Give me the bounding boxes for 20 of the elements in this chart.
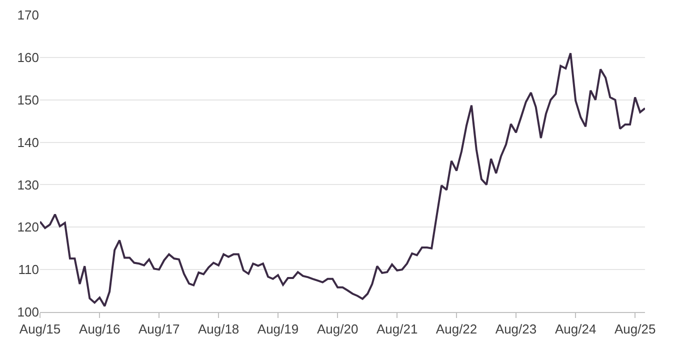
y-tick-label: 160 [17, 50, 39, 65]
y-tick-label: 100 [17, 304, 39, 320]
y-tick-label: 140 [17, 134, 39, 150]
x-tick-label: Aug/18 [198, 322, 240, 337]
y-tick-label: 120 [17, 220, 39, 235]
y-tick-label: 130 [17, 177, 39, 192]
x-tick-label: Aug/20 [317, 322, 358, 337]
y-tick-label: 150 [17, 92, 39, 108]
x-tick-label: Aug/19 [257, 322, 299, 337]
x-tick-label: Aug/25 [614, 322, 656, 337]
y-tick-label: 170 [17, 8, 39, 23]
line-series [40, 52, 645, 308]
x-tick-label: Aug/22 [436, 322, 478, 337]
y-tick-label: 110 [18, 262, 39, 278]
x-tick-label: Aug/21 [376, 322, 418, 337]
x-tick-label: Aug/15 [19, 322, 61, 337]
x-tick-label: Aug/23 [495, 322, 537, 337]
x-tick-label: Aug/16 [79, 322, 120, 337]
x-tick-label: Aug/24 [555, 322, 596, 337]
x-tick-label: Aug/17 [138, 322, 180, 337]
